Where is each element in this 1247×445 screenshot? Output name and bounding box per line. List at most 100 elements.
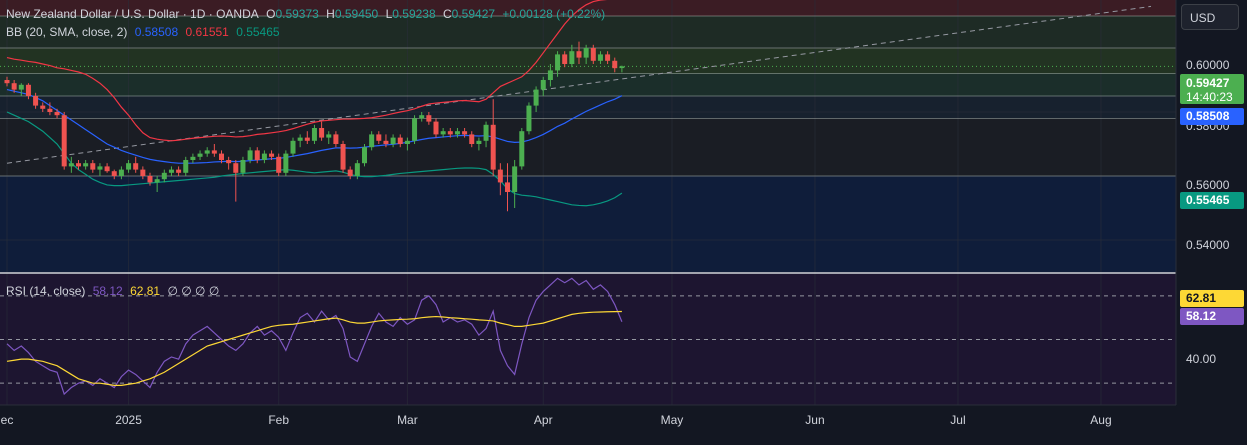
candle-body xyxy=(304,137,310,141)
candle-body xyxy=(519,131,525,167)
price-tick-0.54: 0.54000 xyxy=(1186,238,1230,252)
candle-body xyxy=(219,153,224,160)
bb-legend[interactable]: BB (20, SMA, close, 2) 0.58508 0.61551 0… xyxy=(6,24,284,40)
candle-body xyxy=(547,70,553,80)
bb-basis-value: 0.58508 xyxy=(134,25,179,39)
candle-body xyxy=(25,84,31,96)
time-axis-label: May xyxy=(661,413,684,427)
rsi-ma-value: 62.81 xyxy=(130,284,161,298)
candle-body xyxy=(290,140,296,154)
candle-body xyxy=(326,134,332,138)
candle-body xyxy=(505,182,510,192)
close-value: 0.59427 xyxy=(451,7,496,21)
currency-button[interactable]: USD xyxy=(1181,4,1239,30)
candle-body xyxy=(569,51,575,64)
candle-body xyxy=(168,169,174,173)
bb-upper-line xyxy=(6,0,608,142)
candle-body xyxy=(583,48,589,58)
candle-body xyxy=(597,54,603,61)
candle-body xyxy=(347,169,353,176)
zone-dark xyxy=(0,118,1176,176)
zone-deep-blue xyxy=(0,176,1176,272)
candle-body xyxy=(111,171,117,176)
candle-body xyxy=(362,147,367,164)
candle-body xyxy=(118,169,124,176)
rsi-value: 58.12 xyxy=(92,284,123,298)
rsi-legend[interactable]: RSI (14, close) 58.12 62.81 ∅ ∅ ∅ ∅ xyxy=(6,283,223,299)
candle-body xyxy=(126,163,132,170)
rsi-tick-40: 40.00 xyxy=(1186,352,1217,366)
time-axis-label: ec xyxy=(1,413,14,427)
bb-upper-value: 0.61551 xyxy=(185,25,229,39)
candle-body xyxy=(462,131,468,135)
candle-body xyxy=(297,137,303,141)
bb-lower-tag: 0.55465 xyxy=(1180,192,1244,209)
rsi-label: RSI (14, close) xyxy=(6,284,86,298)
rsi-ma-tag: 62.81 xyxy=(1180,290,1244,307)
candle-body xyxy=(283,153,289,173)
trendline xyxy=(6,5,1152,164)
candle-body xyxy=(133,163,139,170)
candle-body xyxy=(483,124,489,141)
time-axis-label: Jul xyxy=(950,413,965,427)
candle-body xyxy=(68,163,74,167)
candle-body xyxy=(619,66,625,69)
zone-blue-1 xyxy=(0,96,1176,119)
candle-body xyxy=(440,131,446,135)
candle-body xyxy=(40,105,46,109)
candle-body xyxy=(183,160,189,173)
candle-body xyxy=(47,108,53,112)
time-axis-label: Feb xyxy=(268,413,289,427)
time-axis-label: Aug xyxy=(1090,413,1111,427)
rsi-value-tag: 58.12 xyxy=(1180,308,1244,325)
time-axis-label: Mar xyxy=(397,413,418,427)
candle-body xyxy=(147,176,153,183)
bb-lower-value: 0.55465 xyxy=(236,25,280,39)
zone-green-1 xyxy=(0,16,1176,48)
high-value: 0.59450 xyxy=(334,7,379,21)
candle-body xyxy=(161,172,167,180)
candle-body xyxy=(269,153,275,157)
candle-body xyxy=(397,137,403,144)
candle-body xyxy=(490,124,496,170)
candle-body xyxy=(61,115,67,167)
candle-body xyxy=(154,179,160,183)
candle-body xyxy=(97,166,103,170)
candle-body xyxy=(176,169,182,173)
symbol-legend: New Zealand Dollar / U.S. Dollar · 1D · … xyxy=(6,6,609,22)
candle-body xyxy=(354,163,360,176)
candle-body xyxy=(104,166,110,172)
close-label: C xyxy=(443,7,452,21)
rsi-extras: ∅ ∅ ∅ ∅ xyxy=(167,284,220,298)
low-label: L xyxy=(385,7,393,21)
last-price-value: 0.59427 xyxy=(1186,76,1230,90)
candle-body xyxy=(247,150,253,160)
candle-body xyxy=(369,134,375,148)
candle-body xyxy=(319,128,325,138)
candle-body xyxy=(204,150,210,154)
candle-body xyxy=(576,51,582,58)
last-price-tag: 0.59427 14:40:23 xyxy=(1180,74,1244,104)
candle-body xyxy=(18,84,24,90)
candle-body xyxy=(76,163,81,167)
candle-body xyxy=(11,83,17,90)
candle-body xyxy=(590,48,596,61)
candle-body xyxy=(254,150,260,160)
candle-body xyxy=(469,134,475,144)
candle-body xyxy=(533,89,539,106)
candle-body xyxy=(562,54,568,64)
symbol-title: New Zealand Dollar / U.S. Dollar · 1D · … xyxy=(6,7,259,21)
candle-body xyxy=(497,169,503,183)
candle-body xyxy=(540,80,546,90)
candle-body xyxy=(197,153,203,157)
candle-body xyxy=(476,140,482,144)
candle-body xyxy=(333,134,339,144)
candle-body xyxy=(90,163,96,170)
bb-basis-tag: 0.58508 xyxy=(1180,108,1244,125)
candle-body xyxy=(447,131,453,135)
candle-body xyxy=(526,105,532,132)
candle-body xyxy=(261,153,267,160)
candle-body xyxy=(233,163,239,173)
